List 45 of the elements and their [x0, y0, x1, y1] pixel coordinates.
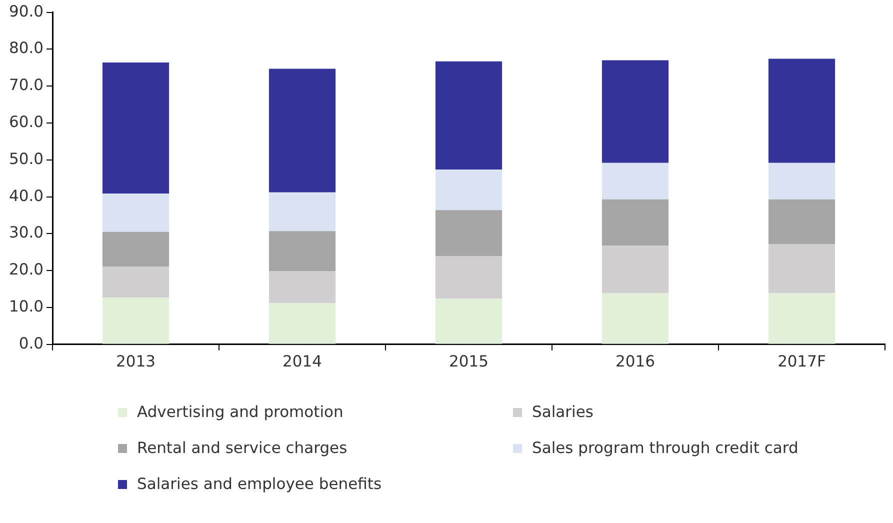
x-tick-label: 2015	[449, 352, 488, 371]
bar	[602, 60, 669, 163]
bar	[268, 270, 336, 304]
legend-label: Salaries and employee benefits	[137, 475, 382, 493]
bar	[268, 192, 336, 232]
y-tick-label: 60.0	[8, 113, 44, 132]
bar	[435, 298, 502, 344]
y-tick-label: 90.0	[8, 2, 44, 20]
bar	[602, 293, 669, 344]
x-tick-label: 2014	[282, 352, 322, 371]
y-tick-label: 50.0	[8, 150, 44, 168]
bar	[102, 232, 170, 267]
bar	[602, 199, 669, 246]
bar	[602, 162, 669, 200]
y-tick-label: 30.0	[8, 224, 44, 242]
x-tick-label: 2016	[616, 352, 655, 371]
bar	[268, 68, 336, 192]
bar	[435, 169, 502, 210]
bar	[768, 58, 836, 163]
bar	[435, 256, 502, 299]
legend-label: Rental and service charges	[137, 439, 348, 457]
y-tick-label: 20.0	[8, 260, 44, 279]
bar	[102, 266, 170, 298]
bar	[268, 231, 336, 271]
bar	[768, 199, 836, 244]
y-tick-label: 80.0	[8, 39, 44, 58]
bar	[268, 303, 336, 344]
bar	[602, 246, 669, 294]
legend-label: Sales program through credit card	[532, 439, 798, 457]
bar	[102, 298, 170, 344]
bar	[102, 62, 170, 194]
bar	[768, 162, 836, 200]
bar	[768, 244, 836, 294]
x-tick-label: 2017F	[778, 352, 826, 371]
y-tick-label: 10.0	[8, 298, 44, 316]
bar	[435, 210, 502, 256]
bar	[768, 293, 836, 344]
y-tick-label: 0.0	[18, 334, 44, 352]
legend-label: Salaries	[532, 403, 594, 421]
bar	[435, 61, 502, 170]
y-tick-label: 40.0	[8, 186, 44, 205]
x-tick-label: 2013	[116, 352, 156, 371]
y-tick-label: 70.0	[8, 76, 44, 94]
legend-label: Advertising and promotion	[137, 403, 344, 421]
bar	[102, 193, 170, 232]
